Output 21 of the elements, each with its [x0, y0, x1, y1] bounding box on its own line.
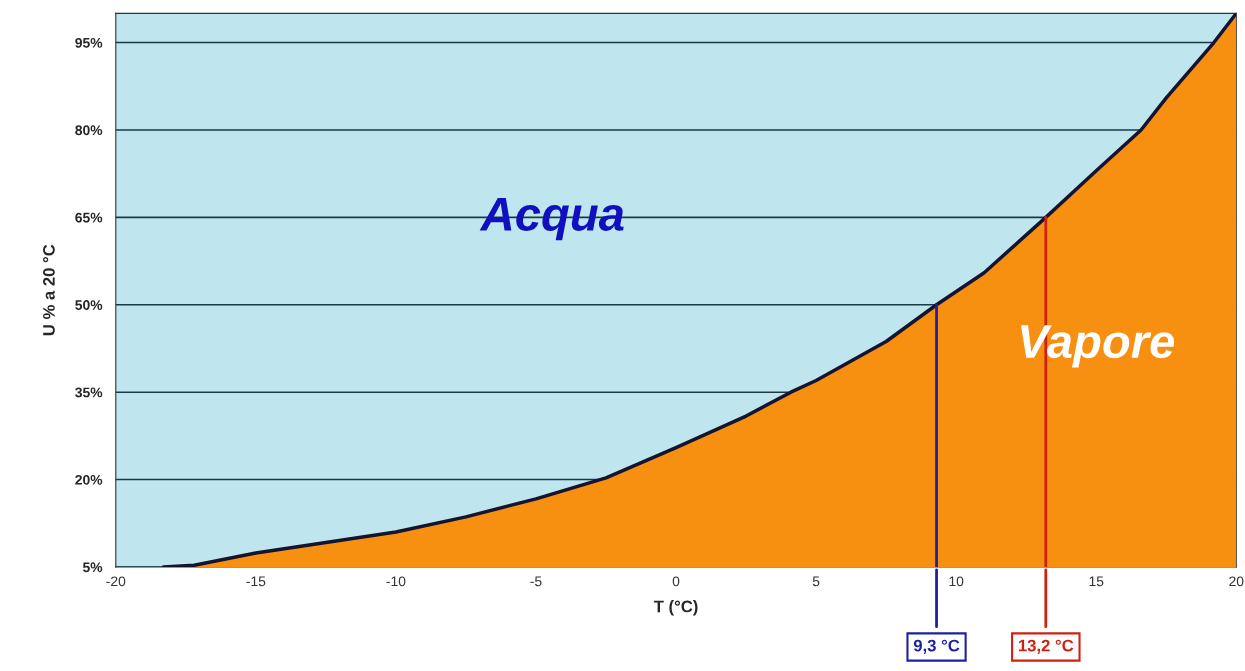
y-tick-label: 20% [75, 474, 103, 485]
ref-line-label: 9,3 °C [913, 639, 960, 654]
x-tick-label: 10 [949, 576, 964, 587]
x-tick-label: 5 [812, 576, 820, 587]
x-tick-label: -20 [106, 576, 126, 587]
x-tick-label: 0 [672, 576, 680, 587]
x-tick-label: -10 [386, 576, 406, 587]
y-tick-label: 50% [75, 300, 103, 310]
x-tick-label: 20 [1229, 576, 1244, 587]
y-tick-label: 65% [75, 212, 103, 223]
x-axis-title: T (°C) [653, 600, 698, 616]
y-axis-title: U % a 20 °C [43, 244, 55, 336]
ref-line-label: 13,2 °C [1018, 639, 1074, 654]
x-tick-label: 15 [1089, 576, 1104, 587]
x-tick-label: -5 [530, 576, 542, 587]
y-tick-label: 5% [82, 562, 103, 573]
y-tick-label: 35% [75, 387, 103, 398]
y-tick-label: 95% [75, 37, 103, 48]
y-tick-label: 80% [75, 125, 103, 136]
annotation: Vapore [1021, 325, 1175, 368]
x-tick-label: -15 [246, 576, 266, 587]
